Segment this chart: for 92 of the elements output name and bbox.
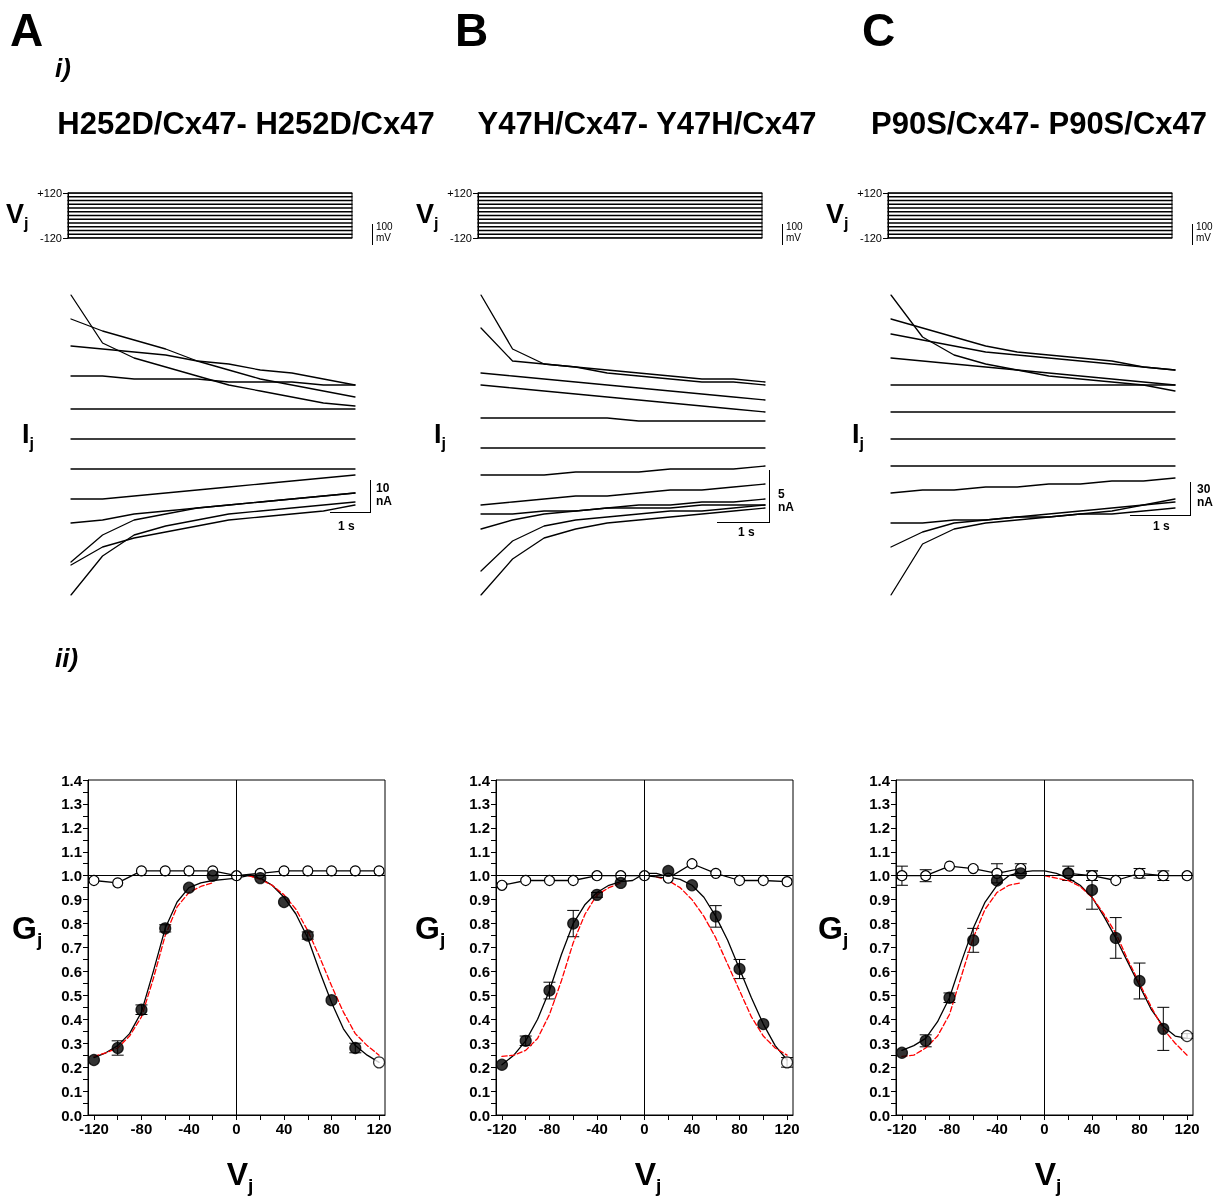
y-tick-label: 0.5	[61, 986, 82, 1004]
text: A	[10, 4, 44, 56]
y-tick-label: 0.4	[61, 1010, 83, 1028]
y-tick-label: 0.1	[61, 1082, 82, 1100]
y-tick-label: 0.8	[61, 915, 82, 933]
y-tick-label: 1.2	[61, 819, 82, 837]
text: 5 nA	[778, 487, 795, 514]
y-tick-label: 0.3	[869, 1034, 890, 1052]
x-tick-label: 120	[366, 1120, 392, 1137]
text: 100 mV	[376, 221, 394, 243]
y-tick-label: 1.1	[869, 843, 890, 861]
x-tick-label: -80	[938, 1120, 961, 1137]
y-axis-title: G$_{j}$	[12, 910, 43, 950]
x-tick-label: -40	[986, 1120, 1008, 1137]
y-tick-label: 1.4	[869, 771, 891, 789]
annotation: 1 s	[738, 525, 755, 539]
x-tick-label: 80	[1131, 1120, 1148, 1137]
y-tick-label: 1.1	[469, 843, 490, 861]
x-tick-label: 120	[1174, 1120, 1200, 1137]
x-tick-label: -80	[130, 1120, 153, 1137]
x-tick-label: 40	[683, 1120, 701, 1137]
y-tick-label: 1.0	[469, 867, 490, 885]
y-tick-label: 0.7	[869, 939, 890, 956]
y-tick-label: 1.2	[469, 819, 490, 837]
y-axis-title: I$_{j}$	[434, 419, 447, 452]
x-tick-label: -40	[586, 1120, 608, 1137]
text: B	[455, 4, 489, 56]
x-tick-label: 40	[1083, 1120, 1101, 1137]
y-tick-label: +120	[37, 187, 62, 199]
y-tick-label: 0.1	[469, 1082, 490, 1100]
text: C	[862, 4, 896, 56]
x-tick-label: -40	[178, 1120, 200, 1137]
chart-title: P90S/Cx47- P90S/Cx47	[870, 106, 1208, 141]
y-tick-label: 0.9	[61, 891, 82, 909]
y-tick-label: 0.2	[869, 1058, 890, 1076]
y-tick-label: 1.1	[61, 843, 82, 861]
text: ii)	[55, 643, 79, 673]
text: 100 mV	[1196, 221, 1214, 243]
x-tick-label: 80	[731, 1120, 748, 1137]
text: i)	[55, 53, 71, 83]
y-tick-label: 0.7	[61, 939, 82, 956]
annotation: 1 s	[338, 519, 355, 533]
y-tick-label: +120	[447, 187, 472, 199]
y-tick-label: +120	[857, 187, 882, 199]
y-axis-title: V$_{j}$	[6, 199, 29, 232]
y-tick-label: 0.2	[469, 1058, 490, 1076]
y-tick-label: 1.4	[469, 771, 491, 789]
x-axis-title: V$_{j}$	[226, 1156, 254, 1196]
x-tick-label: 0	[640, 1120, 649, 1137]
y-tick-label: 1.3	[469, 795, 490, 813]
y-tick-label: 0.9	[469, 891, 490, 909]
y-tick-label: 0.6	[469, 962, 490, 980]
y-tick-label: 0.7	[469, 939, 490, 956]
y-tick-label: 1.0	[869, 867, 890, 885]
y-tick-label: 0.3	[469, 1034, 490, 1052]
text: 30 nA	[1197, 482, 1214, 509]
chart-title: Y47H/Cx47- Y47H/Cx47	[477, 106, 817, 141]
y-tick-label: 0.1	[869, 1082, 890, 1100]
y-axis-title: G$_{j}$	[818, 910, 849, 950]
x-axis-title: V$_{j}$	[634, 1156, 662, 1196]
text: 10 nA	[376, 481, 393, 508]
y-axis-title: I$_{j}$	[852, 419, 865, 452]
x-tick-label: 0	[1040, 1120, 1049, 1137]
y-tick-label: 0.5	[469, 986, 490, 1004]
chart-title: H252D/Cx47- H252D/Cx47	[57, 106, 435, 141]
y-tick-label: 0.6	[61, 962, 82, 980]
x-tick-label: 80	[323, 1120, 340, 1137]
y-axis-title: V$_{j}$	[826, 199, 849, 232]
y-tick-label: 0.6	[869, 962, 890, 980]
x-tick-label: 120	[774, 1120, 800, 1137]
y-tick-label: 0.4	[869, 1010, 891, 1028]
y-tick-label: 0.2	[61, 1058, 82, 1076]
x-tick-label: 40	[275, 1120, 293, 1137]
y-axis-title: I$_{j}$	[22, 419, 35, 452]
y-tick-label: 1.4	[61, 771, 83, 789]
y-axis-title: V$_{j}$	[416, 199, 439, 232]
y-tick-label: 0.8	[469, 915, 490, 933]
x-axis-title: V$_{j}$	[1034, 1156, 1062, 1196]
y-tick-label: 0.4	[469, 1010, 491, 1028]
y-tick-label: 0.5	[869, 986, 890, 1004]
y-tick-label: 1.3	[61, 795, 82, 813]
y-tick-label: 1.2	[869, 819, 890, 837]
y-tick-label: 0.3	[61, 1034, 82, 1052]
y-axis-title: G$_{j}$	[415, 910, 446, 950]
y-tick-label: 0.8	[869, 915, 890, 933]
y-tick-label: 0.9	[869, 891, 890, 909]
y-tick-label: 1.3	[869, 795, 890, 813]
text: 100 mV	[786, 221, 804, 243]
x-tick-label: -80	[538, 1120, 561, 1137]
x-tick-label: 0	[232, 1120, 241, 1137]
y-tick-label: 1.0	[61, 867, 82, 885]
annotation: 1 s	[1153, 519, 1170, 533]
